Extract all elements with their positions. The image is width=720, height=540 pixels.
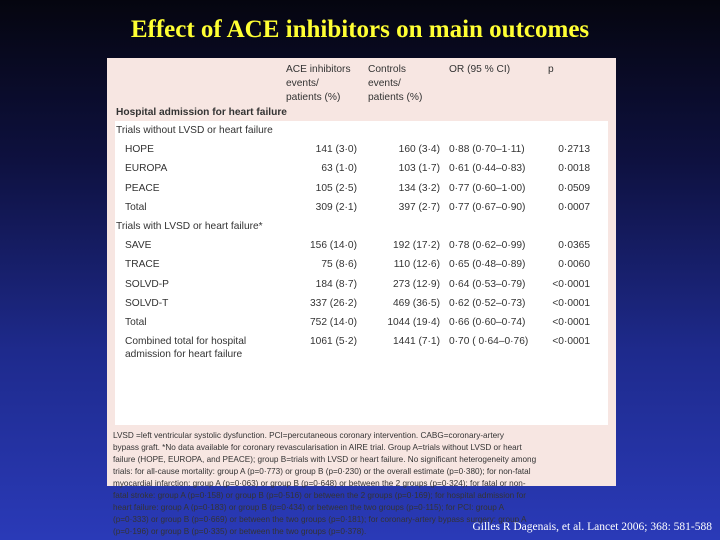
p-value: <0·0001 bbox=[552, 336, 590, 348]
p-value: 0·0365 bbox=[558, 240, 590, 252]
control-events: 160 (3·4) bbox=[398, 144, 440, 156]
trial-name: HOPE bbox=[125, 144, 154, 156]
header-controls: Controls events/ patients (%) bbox=[368, 64, 423, 103]
footnote-line: bypass graft. *No data available for cor… bbox=[113, 443, 522, 452]
control-events: 110 (12·6) bbox=[393, 259, 440, 271]
table-footnote: LVSD =left ventricular systolic dysfunct… bbox=[113, 430, 613, 538]
odds-ratio: 0·61 (0·44–0·83) bbox=[449, 163, 526, 175]
p-value: 0·0007 bbox=[558, 201, 590, 213]
trial-name: SAVE bbox=[125, 240, 152, 252]
trial-name: EUROPA bbox=[125, 163, 168, 175]
trial-name: SOLVD-T bbox=[125, 297, 169, 309]
footnote-line: (p=0·196) or group B (p=0·335) or betwee… bbox=[113, 527, 367, 536]
trial-name: PEACE bbox=[125, 182, 160, 194]
footnote-line: fatal stroke: group A (p=0·158) or group… bbox=[113, 491, 527, 500]
ace-events: 1061 (5·2) bbox=[309, 336, 357, 348]
results-table: ACE inhibitors events/ patients (%) Cont… bbox=[107, 58, 616, 536]
odds-ratio: 0·65 (0·48–0·89) bbox=[449, 259, 526, 271]
ace-events: 105 (2·5) bbox=[315, 182, 357, 194]
p-value: <0·0001 bbox=[552, 317, 590, 328]
trial-name: TRACE bbox=[125, 259, 160, 271]
trial-name: Total bbox=[125, 201, 147, 213]
odds-ratio: 0·77 (0·60–1·00) bbox=[449, 182, 526, 194]
control-events: 134 (3·2) bbox=[398, 182, 440, 194]
p-value: <0·0001 bbox=[552, 297, 590, 309]
header-ace-inhibitors: ACE inhibitors events/ patients (%) bbox=[286, 64, 351, 103]
footnote-line: (p=0·333) or group B (p=0·669) or betwee… bbox=[113, 515, 527, 524]
slide-title: Effect of ACE inhibitors on main outcome… bbox=[130, 16, 590, 43]
control-events: 273 (12·9) bbox=[392, 278, 440, 290]
p-value: <0·0001 bbox=[552, 278, 590, 290]
ace-events: 752 (14·0) bbox=[309, 317, 357, 328]
odds-ratio: 0·77 (0·67–0·90) bbox=[449, 201, 526, 213]
control-events: 1441 (7·1) bbox=[392, 336, 440, 348]
header-p-value: p bbox=[548, 64, 554, 75]
ace-events: 75 (8·6) bbox=[321, 259, 357, 271]
odds-ratio: 0·88 (0·70–1·11) bbox=[449, 144, 525, 156]
odds-ratio: 0·64 (0·53–0·79) bbox=[449, 278, 526, 290]
control-events: 192 (17·2) bbox=[392, 240, 440, 252]
odds-ratio: 0·66 (0·60–0·74) bbox=[449, 317, 526, 328]
ace-events: 156 (14·0) bbox=[309, 240, 357, 252]
trial-name: SOLVD-P bbox=[125, 278, 169, 290]
control-events: 103 (1·7) bbox=[398, 163, 440, 175]
section-title: Hospital admission for heart failure bbox=[116, 107, 287, 118]
group-title: Trials without LVSD or heart failure bbox=[116, 125, 273, 136]
ace-events: 184 (8·7) bbox=[315, 278, 357, 290]
p-value: 0·0060 bbox=[558, 259, 590, 271]
footnote-line: failure (HOPE, EUROPA, and PEACE); group… bbox=[113, 455, 537, 464]
header-odds-ratio: OR (95 % CI) bbox=[449, 64, 511, 75]
odds-ratio: 0·62 (0·52–0·73) bbox=[449, 297, 526, 309]
footnote-line: heart failure: group A (p=0·183) or grou… bbox=[113, 503, 505, 512]
footnote-line: myocardial infarction: group A (p=0·063)… bbox=[113, 479, 526, 488]
combined-label: Combined total for hospital bbox=[125, 336, 247, 348]
control-events: 469 (36·5) bbox=[392, 297, 440, 309]
ace-events: 309 (2·1) bbox=[315, 201, 357, 213]
trial-name: Total bbox=[125, 317, 147, 328]
group-title: Trials with LVSD or heart failure* bbox=[116, 221, 263, 232]
control-events: 1044 (19·4) bbox=[387, 317, 440, 328]
ace-events: 63 (1·0) bbox=[321, 163, 357, 175]
ace-events: 141 (3·0) bbox=[315, 144, 357, 156]
p-value: 0·2713 bbox=[558, 144, 590, 156]
footnote-line: LVSD =left ventricular systolic dysfunct… bbox=[113, 431, 504, 440]
p-value: 0·0509 bbox=[558, 182, 590, 194]
odds-ratio: 0·78 (0·62–0·99) bbox=[449, 240, 526, 252]
odds-ratio: 0·70 ( 0·64–0·76) bbox=[449, 336, 529, 348]
p-value: 0·0018 bbox=[558, 163, 590, 175]
ace-events: 337 (26·2) bbox=[309, 297, 357, 309]
table-body-background bbox=[115, 121, 608, 425]
combined-label: admission for heart failure bbox=[125, 349, 243, 361]
control-events: 397 (2·7) bbox=[398, 201, 440, 213]
citation: Gilles R Dagenais, et al. Lancet 2006; 3… bbox=[472, 521, 712, 533]
footnote-line: trials: for all-cause mortality: group A… bbox=[113, 467, 531, 476]
